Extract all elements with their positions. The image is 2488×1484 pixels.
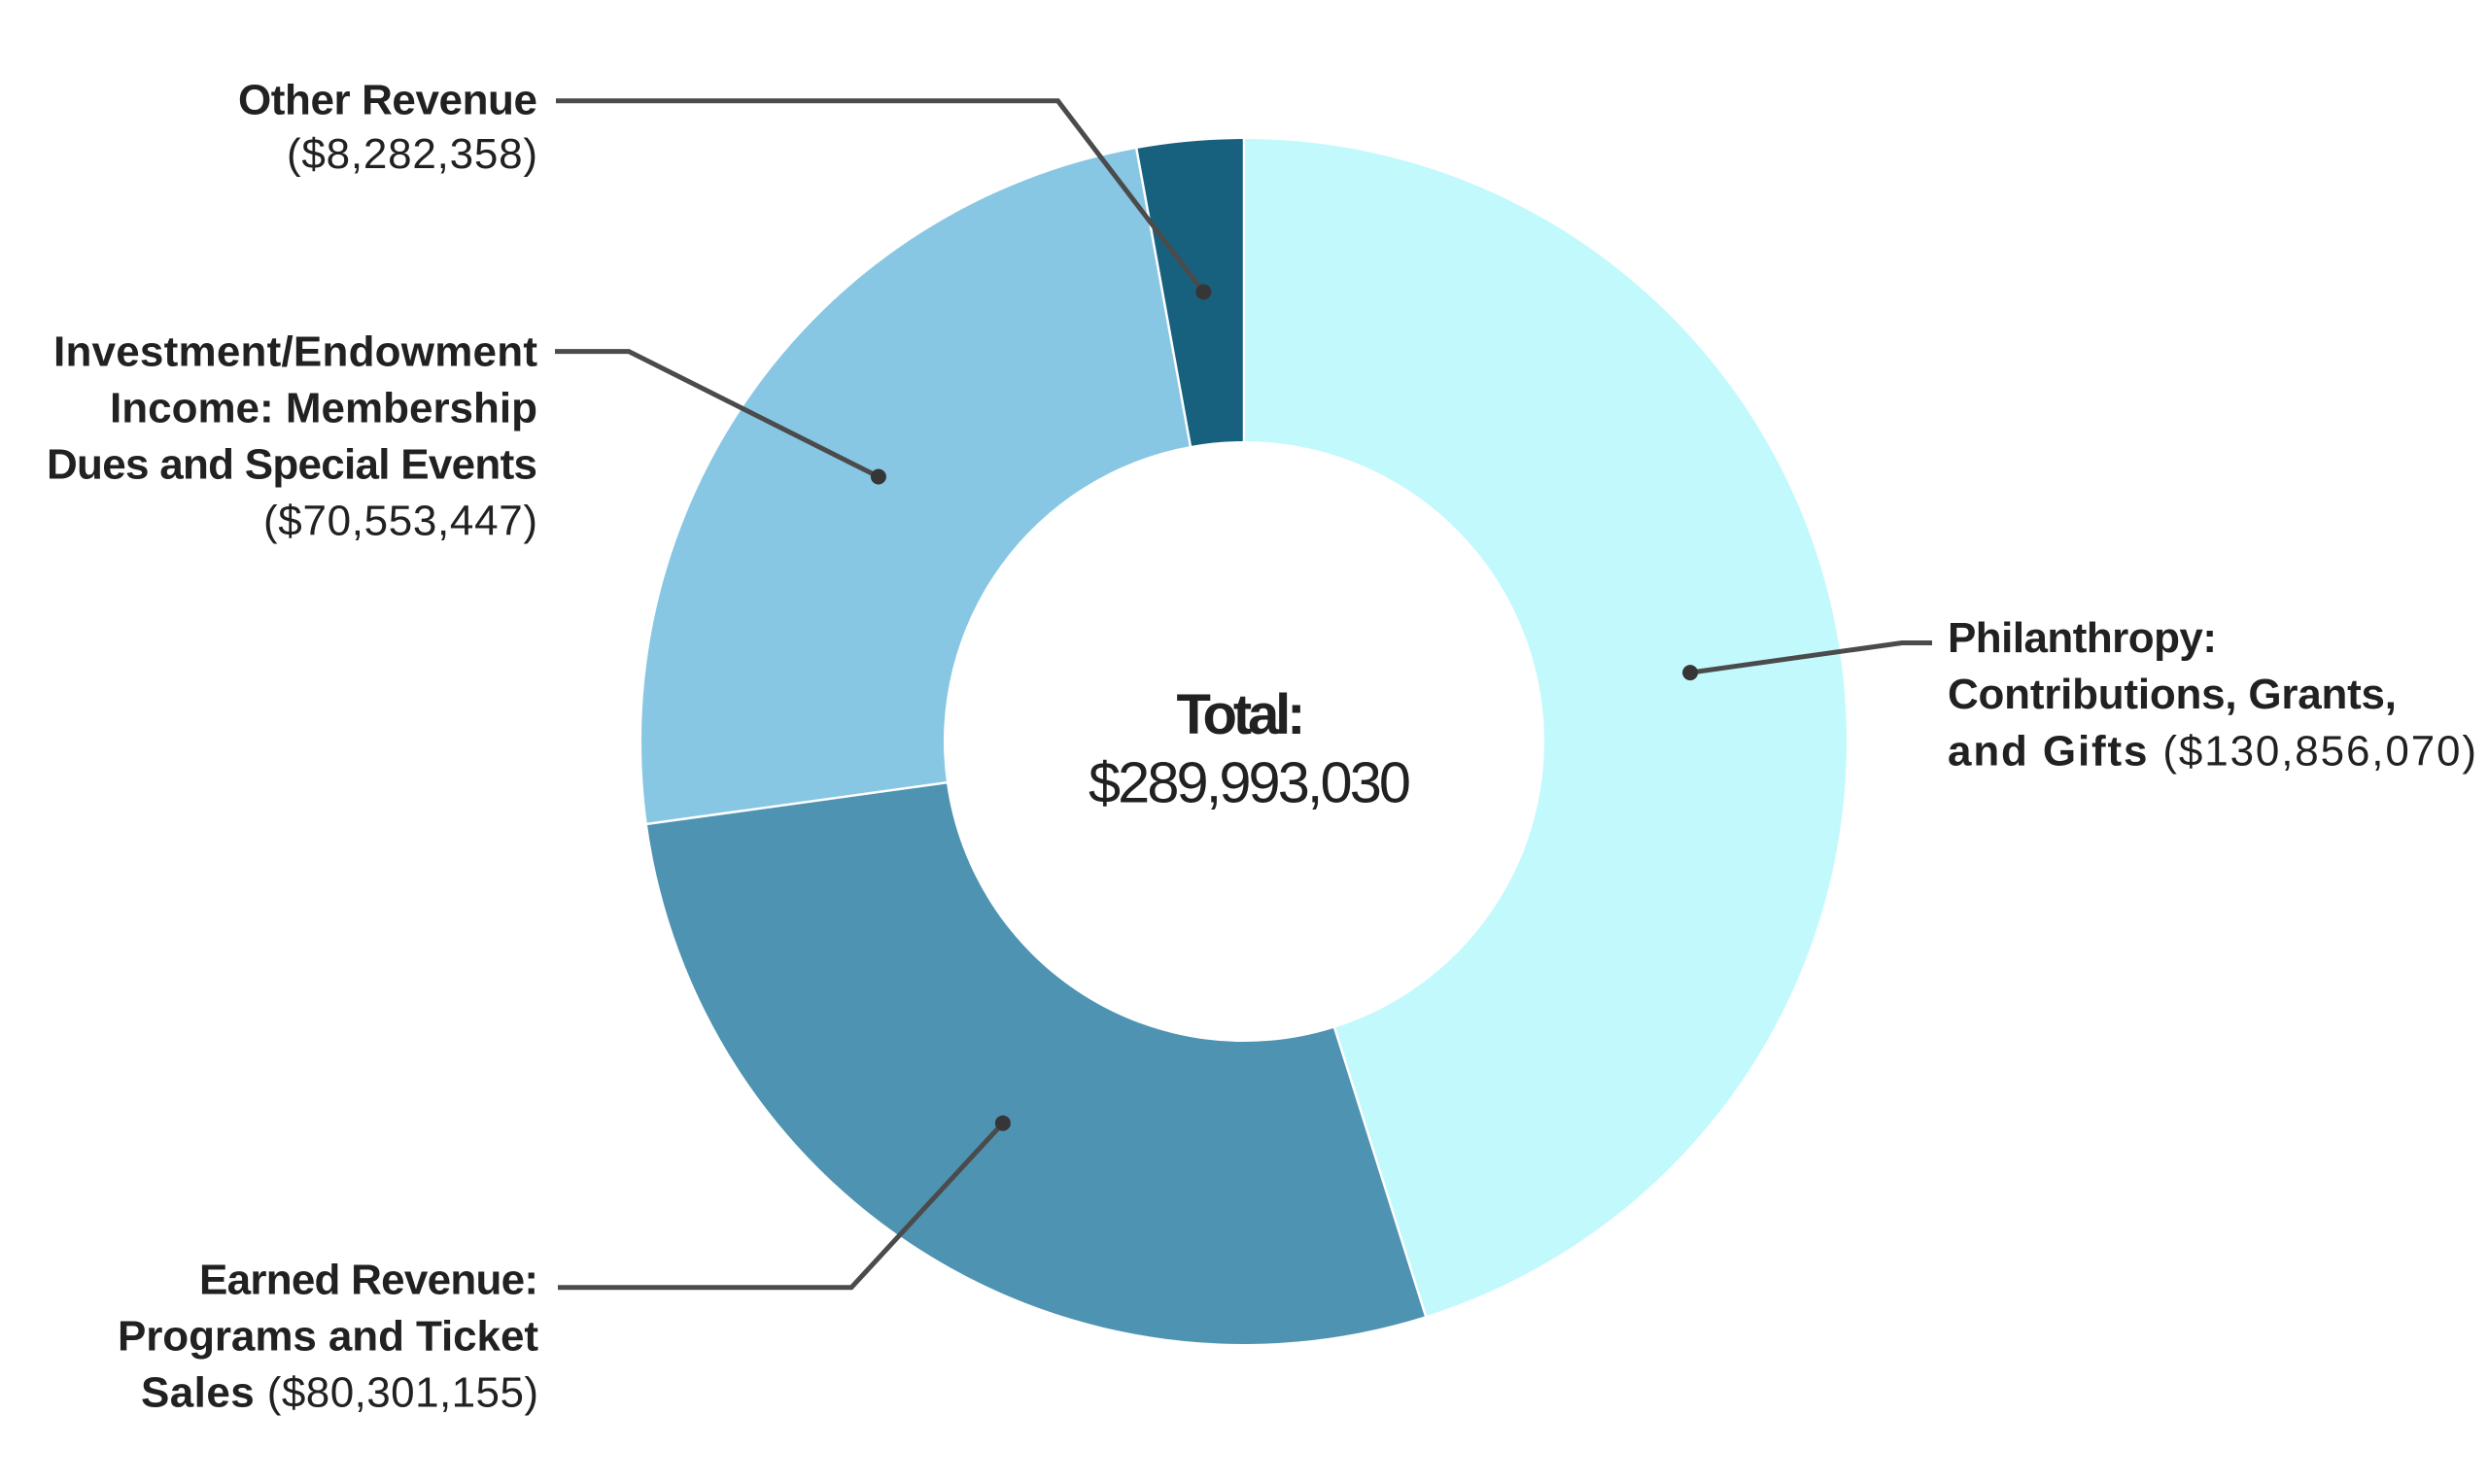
svg-text:Dues and Special Events: Dues and Special Events bbox=[47, 440, 537, 488]
svg-text:and Gifts ($130,856,070): and Gifts ($130,856,070) bbox=[1948, 727, 2476, 775]
svg-text:Programs and Ticket: Programs and Ticket bbox=[118, 1313, 538, 1361]
svg-text:Other Revenue: Other Revenue bbox=[238, 76, 537, 123]
svg-text:Total:: Total: bbox=[1177, 683, 1306, 746]
svg-text:Income: Membership: Income: Membership bbox=[110, 384, 537, 431]
svg-text:($70,553,447): ($70,553,447) bbox=[263, 497, 537, 544]
svg-text:Contributions, Grants,: Contributions, Grants, bbox=[1948, 671, 2397, 718]
svg-text:Sales ($80,301,155): Sales ($80,301,155) bbox=[141, 1369, 538, 1417]
svg-text:Earned Revenue:: Earned Revenue: bbox=[199, 1257, 538, 1304]
svg-text:($8,282,358): ($8,282,358) bbox=[287, 130, 537, 178]
svg-text:Philanthropy:: Philanthropy: bbox=[1948, 614, 2217, 662]
svg-text:Investment/Endowment: Investment/Endowment bbox=[53, 328, 537, 375]
svg-text:$289,993,030: $289,993,030 bbox=[1088, 750, 1411, 815]
